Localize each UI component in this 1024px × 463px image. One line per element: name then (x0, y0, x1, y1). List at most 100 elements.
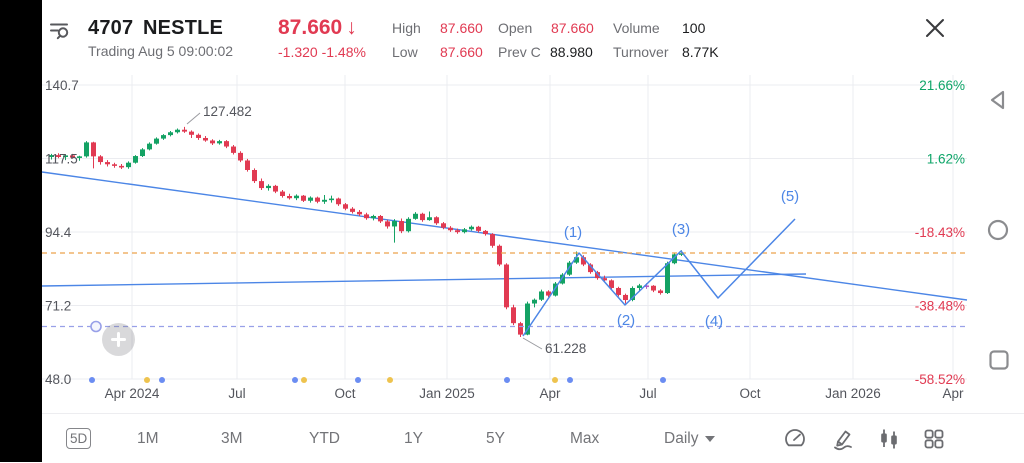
percent-axis-label: 1.62% (927, 152, 965, 167)
candle-body (602, 278, 607, 281)
candle-body (546, 291, 551, 296)
timeframe-5d[interactable]: 5D (66, 414, 92, 463)
event-dot-yellow[interactable] (552, 377, 558, 383)
candle-body (399, 221, 404, 232)
candle-body (665, 263, 670, 294)
event-dot-blue[interactable] (660, 377, 666, 383)
open-value: 87.660 (551, 20, 594, 36)
candle-body (336, 198, 341, 205)
candle-body (455, 230, 460, 233)
candle-body (427, 217, 432, 221)
candle-body (609, 280, 614, 288)
search-icon[interactable] (48, 18, 72, 42)
candle-body (112, 164, 117, 166)
candle-body (623, 294, 628, 301)
recents-square-icon[interactable] (987, 348, 1011, 372)
candle-body (63, 155, 68, 158)
timeframe-5y[interactable]: 5Y (486, 429, 505, 447)
timeframe-1y[interactable]: 1Y (404, 429, 423, 447)
date-axis-label: Jan 2025 (419, 386, 475, 401)
period-dropdown[interactable]: Daily (664, 414, 716, 463)
event-dot-blue[interactable] (89, 377, 95, 383)
price-axis-label: 117.5 (45, 152, 78, 167)
candle-body (308, 197, 313, 201)
candle-body (294, 195, 299, 199)
candle-body (98, 156, 103, 163)
candlestick-icon[interactable] (877, 427, 901, 451)
drawn-line-handle[interactable] (90, 320, 102, 333)
candle-body (133, 156, 138, 163)
candle-body (245, 160, 250, 170)
candle-body (525, 303, 530, 335)
descending-trendline[interactable] (41, 171, 968, 301)
candle-body (490, 234, 495, 246)
event-dot-blue[interactable] (159, 377, 165, 383)
event-dot-blue[interactable] (355, 377, 361, 383)
date-axis-label: Jul (228, 386, 245, 401)
event-dot-blue[interactable] (504, 377, 510, 383)
candle-body (147, 143, 152, 150)
percent-axis-label: 21.66% (919, 78, 965, 93)
candle-body (84, 142, 89, 157)
candle-body (189, 131, 194, 135)
candle-body (91, 142, 96, 157)
candle-body (371, 215, 376, 219)
event-dot-yellow[interactable] (387, 377, 393, 383)
candle-body (553, 283, 558, 296)
candle-body (658, 290, 663, 294)
date-axis-label: Oct (739, 386, 760, 401)
candle-body (301, 195, 306, 201)
candle-body (385, 221, 390, 227)
candle-body (217, 141, 222, 144)
wave-label: (2) (617, 312, 635, 329)
home-circle-icon[interactable] (986, 218, 1010, 242)
last-price: 87.660 ↓ (278, 16, 357, 39)
stock-code: 4707 (88, 17, 134, 39)
add-drawing-button[interactable] (102, 323, 135, 356)
price-tag-label: 61.228 (545, 341, 586, 356)
candle-body (581, 257, 586, 265)
percent-axis-label: -18.43% (915, 225, 965, 240)
date-axis-label: Apr (539, 386, 561, 401)
timeframe-ytd[interactable]: YTD (309, 429, 340, 447)
candle-body (469, 226, 474, 230)
candle-body (49, 155, 54, 157)
candle-body (672, 254, 677, 264)
timeframe-3m[interactable]: 3M (221, 429, 243, 447)
app-grid-icon[interactable] (922, 427, 946, 451)
quote-header: 4707 NESTLE Trading Aug 5 09:00:02 87.66… (42, 0, 1024, 66)
elliott-wave-line[interactable] (522, 218, 796, 337)
event-dot-blue[interactable] (567, 377, 573, 383)
candle-body (567, 262, 572, 275)
date-axis-label: Jan 2026 (825, 386, 881, 401)
timeframe-max[interactable]: Max (570, 429, 600, 447)
candle-body (154, 138, 159, 144)
candle-body (616, 287, 621, 295)
event-dot-yellow[interactable] (301, 377, 307, 383)
back-triangle-icon[interactable] (986, 88, 1010, 112)
low-value: 87.660 (440, 44, 483, 60)
candle-body (287, 196, 292, 199)
candle-body (511, 307, 516, 324)
candle-body (504, 264, 509, 308)
gauge-icon[interactable] (783, 427, 807, 451)
candle-body (420, 213, 425, 221)
percent-axis-label: -58.52% (915, 372, 965, 387)
candle-body (679, 253, 684, 255)
candle-body (357, 211, 362, 215)
draw-pen-icon[interactable] (831, 427, 855, 451)
price-axis-label: 94.4 (45, 225, 72, 240)
chevron-down-icon (705, 435, 716, 442)
price-tag-leader (186, 112, 201, 125)
event-dot-yellow[interactable] (144, 377, 150, 383)
candle-body (574, 257, 579, 263)
flat-trendline[interactable] (41, 273, 807, 287)
close-icon[interactable] (924, 17, 946, 39)
event-dot-blue[interactable] (292, 377, 298, 383)
timeframe-1m[interactable]: 1M (137, 429, 159, 447)
low-label: Low (392, 44, 418, 60)
wave-label: (5) (781, 188, 799, 205)
date-axis-label: Jul (639, 386, 656, 401)
candle-body (518, 323, 523, 335)
